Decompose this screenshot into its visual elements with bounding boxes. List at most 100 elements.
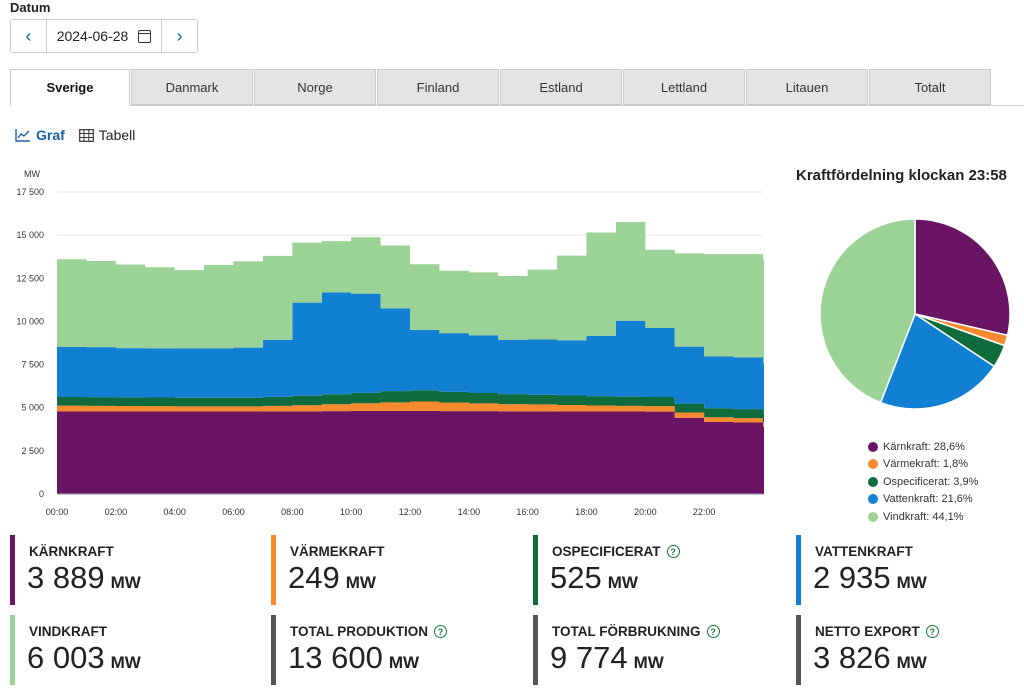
legend-item-vindkraft[interactable]: Vindkraft: 44,1% xyxy=(868,508,978,526)
card-value: 3 889 MW xyxy=(27,560,141,596)
date-value: 2024-06-28 xyxy=(56,28,129,44)
y-tick-label: 7 500 xyxy=(21,360,44,370)
legend-label: Vindkraft: 44,1% xyxy=(883,510,964,523)
card-color-bar xyxy=(10,535,15,605)
area-series-karnkraft[interactable] xyxy=(57,410,764,494)
card-label: VATTENKRAFT xyxy=(815,544,913,559)
card-label-text: KÄRNKRAFT xyxy=(29,544,114,559)
card-unit: MW xyxy=(110,573,141,592)
tabell-label: Tabell xyxy=(98,127,136,143)
card-unit: MW xyxy=(633,653,664,672)
card-color-bar xyxy=(271,615,276,685)
pie-slice-vattenkraft[interactable] xyxy=(879,312,996,410)
y-tick-label: 17 500 xyxy=(16,187,44,197)
y-tick-label: 10 000 xyxy=(16,316,44,326)
x-tick-label: 04:00 xyxy=(163,507,186,517)
card-unit: MW xyxy=(345,573,376,592)
y-axis-unit-label: MW xyxy=(24,169,40,179)
help-icon[interactable]: ? xyxy=(434,625,447,638)
area-series-varmekraft[interactable] xyxy=(57,401,764,427)
legend-swatch xyxy=(868,459,878,470)
x-tick-label: 02:00 xyxy=(105,507,128,517)
x-tick-label: 00:00 xyxy=(46,507,69,517)
pie-legend: Kärnkraft: 28,6% Värmekraft: 1,8% Ospecifi… xyxy=(868,438,978,526)
y-tick-label: 15 000 xyxy=(16,230,44,240)
area-series-vattenkraft[interactable] xyxy=(57,292,764,414)
x-tick-label: 20:00 xyxy=(634,507,657,517)
card-label-text: OSPECIFICERAT xyxy=(552,544,661,559)
date-label: Datum xyxy=(10,0,51,15)
card-label-text: TOTAL FÖRBRUKNING xyxy=(552,624,701,639)
card-label: NETTO EXPORT? xyxy=(815,624,939,639)
card-unit: MW xyxy=(896,653,927,672)
tab-estland[interactable]: Estland xyxy=(500,69,622,105)
stat-card-vindkraft: VINDKRAFT 6 003 MW xyxy=(10,615,250,685)
legend-item-karnkraft[interactable]: Kärnkraft: 28,6% xyxy=(868,438,978,456)
card-label: TOTAL PRODUKTION? xyxy=(290,624,447,639)
x-tick-label: 08:00 xyxy=(281,507,304,517)
legend-item-ospecificerat[interactable]: Ospecificerat: 3,9% xyxy=(868,473,978,491)
card-unit: MW xyxy=(607,573,638,592)
view-toggle: Graf Tabell xyxy=(15,127,135,143)
card-value: 249 MW xyxy=(288,560,376,596)
card-label: VINDKRAFT xyxy=(29,624,107,639)
card-label-text: VATTENKRAFT xyxy=(815,544,913,559)
help-icon[interactable]: ? xyxy=(925,625,939,638)
legend-swatch xyxy=(868,494,878,505)
tabell-view-button[interactable]: Tabell xyxy=(78,127,136,143)
legend-label: Kärnkraft: 28,6% xyxy=(883,440,965,453)
next-date-button[interactable]: › xyxy=(162,20,197,52)
prev-date-button[interactable]: ‹ xyxy=(11,20,46,52)
date-field[interactable]: 2024-06-28 xyxy=(46,20,162,52)
legend-swatch xyxy=(868,511,878,522)
card-color-bar xyxy=(796,615,801,685)
legend-item-varmekraft[interactable]: Värmekraft: 1,8% xyxy=(868,456,978,474)
card-value: 525 MW xyxy=(550,560,638,596)
legend-swatch xyxy=(868,441,878,452)
help-icon[interactable]: ? xyxy=(666,545,680,558)
x-tick-label: 16:00 xyxy=(516,507,539,517)
area-series-ospecificerat[interactable] xyxy=(57,390,764,423)
area-series-vindkraft[interactable] xyxy=(57,222,764,363)
card-value-number: 13 600 xyxy=(288,640,383,675)
card-value-number: 3 889 xyxy=(27,560,105,595)
card-label-text: NETTO EXPORT xyxy=(815,624,920,639)
tab-danmark[interactable]: Danmark xyxy=(131,69,253,105)
tab-totalt[interactable]: Totalt xyxy=(869,69,991,105)
card-color-bar xyxy=(533,535,538,605)
legend-item-vattenkraft[interactable]: Vattenkraft: 21,6% xyxy=(868,491,978,509)
legend-label: Värmekraft: 1,8% xyxy=(883,458,968,471)
stat-card-netto-export: NETTO EXPORT? 3 826 MW xyxy=(796,615,1024,685)
card-value-number: 2 935 xyxy=(813,560,891,595)
card-value: 6 003 MW xyxy=(27,640,141,676)
card-color-bar xyxy=(271,535,276,605)
tab-finland[interactable]: Finland xyxy=(377,69,499,105)
tab-sverige[interactable]: Sverige xyxy=(10,69,130,106)
x-tick-label: 06:00 xyxy=(222,507,245,517)
legend-swatch xyxy=(868,476,878,487)
graf-view-button[interactable]: Graf xyxy=(15,127,65,143)
card-value-number: 525 xyxy=(550,560,602,595)
pie-slice-karnkraft[interactable] xyxy=(914,219,1011,337)
card-color-bar xyxy=(796,535,801,605)
card-unit: MW xyxy=(896,573,927,592)
tab-lettland[interactable]: Lettland xyxy=(623,69,745,105)
x-tick-label: 10:00 xyxy=(340,507,363,517)
stat-card-karnkraft: KÄRNKRAFT 3 889 MW xyxy=(10,535,250,605)
card-value-number: 9 774 xyxy=(550,640,628,675)
card-label: KÄRNKRAFT xyxy=(29,544,114,559)
card-value: 2 935 MW xyxy=(813,560,927,596)
tab-litauen[interactable]: Litauen xyxy=(746,69,868,105)
pie-slice-vindkraft[interactable] xyxy=(819,219,916,404)
stat-card-total-forbrukning: TOTAL FÖRBRUKNING? 9 774 MW xyxy=(533,615,773,685)
card-label-text: VÄRMEKRAFT xyxy=(290,544,385,559)
card-label: OSPECIFICERAT? xyxy=(552,544,680,559)
chevron-right-icon: › xyxy=(176,25,183,46)
help-icon[interactable]: ? xyxy=(706,625,720,638)
y-tick-label: 0 xyxy=(39,489,44,499)
tab-norge[interactable]: Norge xyxy=(254,69,376,105)
production-area-chart: MW 0 2 500 5 000 7 500 10 000 12 500 15 000 17 5… xyxy=(16,169,764,517)
stat-card-total-produktion: TOTAL PRODUKTION? 13 600 MW xyxy=(271,615,511,685)
calendar-icon[interactable] xyxy=(138,29,152,43)
pie-title: Kraftfördelning klockan 23:58 xyxy=(796,167,1007,184)
